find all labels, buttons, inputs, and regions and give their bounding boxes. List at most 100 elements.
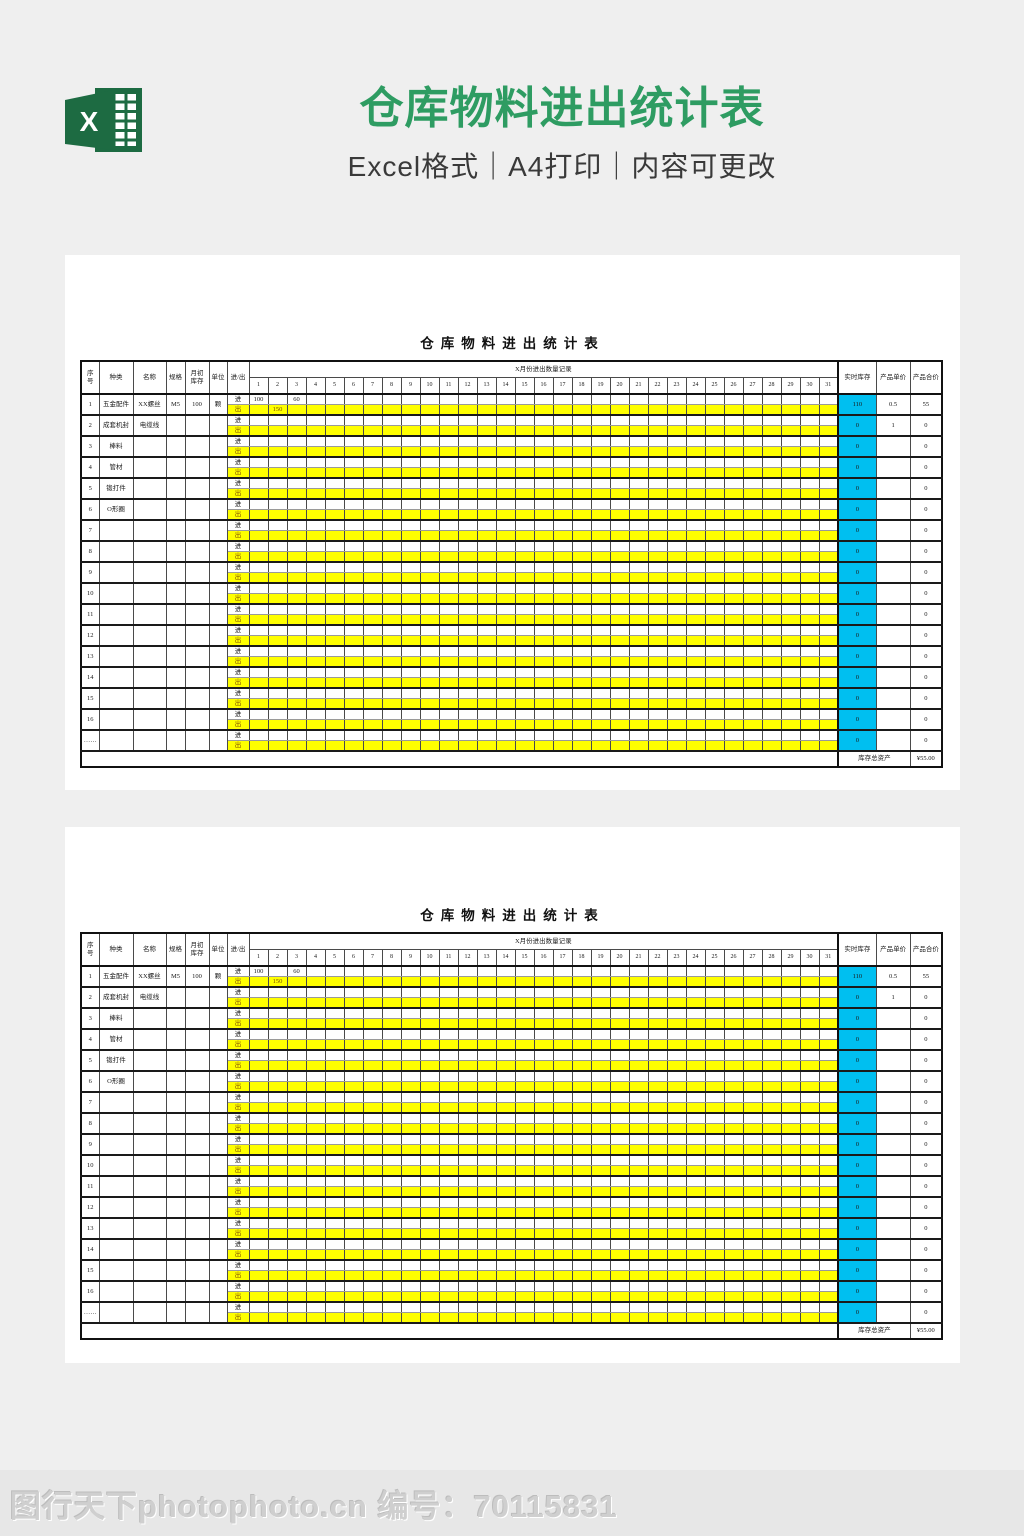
cell-day-out: [742, 740, 763, 752]
cell-day-out: [780, 1270, 801, 1282]
cell-day-in: [457, 1007, 478, 1019]
cell-category: 五金配件: [98, 393, 134, 416]
cell-day-in: [400, 1112, 421, 1124]
cell-day-out: [571, 1018, 592, 1030]
cell-day-in: [685, 729, 706, 741]
day-header: 1: [248, 949, 269, 967]
cell-no: 4: [80, 1028, 100, 1051]
colhead-realtime-stock: 实时库存: [837, 360, 877, 395]
cell-day-out: [552, 1228, 573, 1240]
cell-day-in: [438, 1112, 459, 1124]
cell-day-in: [552, 456, 573, 468]
cell-no: 7: [80, 519, 100, 542]
cell-realtime-stock: 0: [837, 1280, 877, 1303]
cell-day-out: [552, 551, 573, 563]
cell-day-out: [628, 719, 649, 731]
in-label-cell: 进: [226, 603, 250, 615]
cell-day-out: [362, 1270, 383, 1282]
item-row-out: 出 150: [81, 976, 942, 988]
cell-day-out: [685, 1291, 706, 1303]
cell-name: [132, 1133, 167, 1156]
cell-day-out: [571, 404, 592, 416]
cell-day-out: [704, 1186, 725, 1198]
cell-day-in: [609, 561, 630, 573]
cell-day-out: [704, 1291, 725, 1303]
cell-day-out: [248, 1144, 269, 1156]
cell-unit: [208, 729, 228, 752]
cell-day-out: [438, 719, 459, 731]
cell-day-out: [419, 1186, 440, 1198]
cell-day-in: [628, 1049, 649, 1061]
cell-day-out: [305, 614, 326, 626]
cell-day-out: [438, 1249, 459, 1261]
cell-day-in: [514, 1133, 535, 1145]
item-row-out: 出: [81, 1102, 942, 1114]
cell-day-in: [286, 540, 307, 552]
cell-unit-price: [875, 1217, 911, 1240]
cell-day-out: [514, 1018, 535, 1030]
cell-day-in: [590, 1070, 611, 1082]
cell-day-out: [571, 446, 592, 458]
cell-day-in: [343, 965, 364, 977]
cell-day-out: [590, 698, 611, 710]
cell-day-in: [495, 1112, 516, 1124]
cell-day-in: [552, 645, 573, 657]
cell-day-out: [267, 1165, 288, 1177]
cell-day-in: [305, 561, 326, 573]
cell-day-out: [685, 1123, 706, 1135]
cell-day-out: [685, 1165, 706, 1177]
cell-realtime-stock: 0: [837, 519, 877, 542]
cell-day-out: [400, 1081, 421, 1093]
cell-day-out: [780, 635, 801, 647]
cell-day-out: [818, 1081, 839, 1093]
cell-day-in: [419, 1175, 440, 1187]
cell-unit-price: [875, 435, 911, 458]
cell-day-out: [476, 614, 497, 626]
cell-day-out: [248, 530, 269, 542]
cell-realtime-stock: 0: [837, 1070, 877, 1093]
cell-day-out: [400, 614, 421, 626]
cell-day-out: [533, 404, 554, 416]
cell-day-in: [362, 687, 383, 699]
cell-day-out: [514, 1270, 535, 1282]
cell-day-out: [381, 1186, 402, 1198]
cell-day-in: [343, 582, 364, 594]
cell-day-out: [419, 593, 440, 605]
cell-unit: [208, 435, 228, 458]
cell-day-in: [704, 393, 725, 405]
cell-day-in: [362, 708, 383, 720]
cell-day-out: [533, 677, 554, 689]
day-header: 24: [685, 949, 706, 967]
cell-unit: [208, 708, 228, 731]
cell-day-in: [552, 477, 573, 489]
cell-initial-stock: [184, 708, 210, 731]
cell-day-in: [419, 1091, 440, 1103]
item-row-out: 出: [81, 488, 942, 500]
cell-day-out: [362, 1039, 383, 1051]
cell-day-in: [818, 540, 839, 552]
cell-day-in: [571, 582, 592, 594]
cell-day-in: [571, 603, 592, 615]
cell-day-out: [514, 1186, 535, 1198]
cell-day-in: [799, 1154, 820, 1166]
cell-day-in: [590, 1175, 611, 1187]
cell-day-out: [552, 677, 573, 689]
cell-day-out: [305, 698, 326, 710]
cell-day-out: [609, 1102, 630, 1114]
cell-day-out: [267, 446, 288, 458]
cell-day-in: [533, 1049, 554, 1061]
cell-day-out: [552, 1123, 573, 1135]
cell-day-in: [286, 687, 307, 699]
day-header: 9: [400, 949, 421, 967]
cell-category: [98, 603, 134, 626]
cell-day-in: [286, 1259, 307, 1271]
in-label-cell: 进: [226, 435, 250, 447]
cell-day-in: [457, 435, 478, 447]
cell-day-out: [248, 1291, 269, 1303]
cell-day-in: [305, 1133, 326, 1145]
cell-day-in: [590, 1007, 611, 1019]
cell-day-in: [571, 1238, 592, 1250]
cell-day-out: [666, 488, 687, 500]
cell-category: [98, 540, 134, 563]
cell-name: [132, 477, 167, 500]
